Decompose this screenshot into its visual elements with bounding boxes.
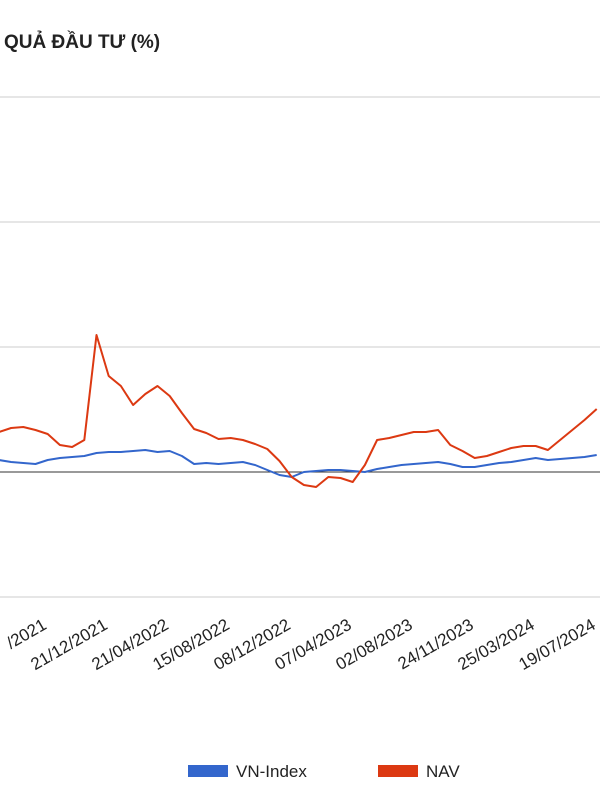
legend-swatch xyxy=(188,765,228,777)
x-tick-label: /2021 xyxy=(3,615,49,653)
legend-swatch xyxy=(378,765,418,777)
series-line xyxy=(0,449,597,478)
series-line xyxy=(0,334,598,488)
legend-label: VN-Index xyxy=(236,762,307,781)
chart-title: QUẢ ĐẦU TƯ (%) xyxy=(4,31,160,53)
legend-label: NAV xyxy=(426,762,460,781)
